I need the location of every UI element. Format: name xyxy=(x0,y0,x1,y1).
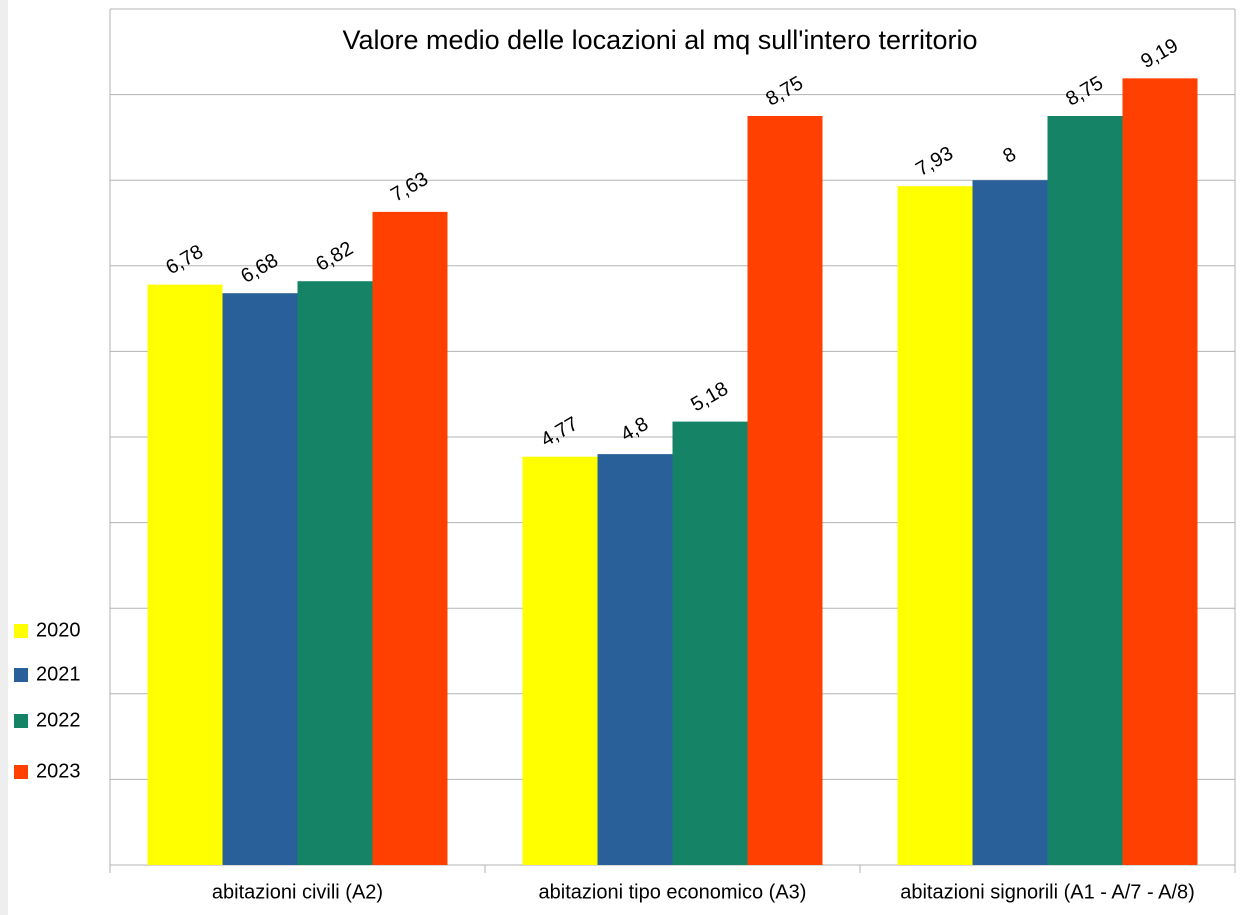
bar xyxy=(297,281,373,865)
bar xyxy=(1047,116,1123,865)
legend-swatch xyxy=(14,668,28,682)
bar xyxy=(147,284,223,866)
legend-swatch xyxy=(14,624,28,638)
data-label: 4,8 xyxy=(617,413,652,446)
bar xyxy=(372,211,448,865)
side-strip xyxy=(0,0,8,915)
bar xyxy=(672,421,748,865)
data-label: 9,19 xyxy=(1137,34,1182,73)
legend-label: 2023 xyxy=(36,760,81,782)
bar xyxy=(747,116,823,865)
legend-swatch xyxy=(14,765,28,779)
data-label: 5,18 xyxy=(687,378,732,417)
legend-label: 2022 xyxy=(36,709,81,731)
data-label: 7,63 xyxy=(387,168,432,207)
bar xyxy=(972,180,1048,865)
data-label: 8,75 xyxy=(1062,72,1107,111)
data-label: 6,78 xyxy=(162,241,207,280)
bar xyxy=(1122,78,1198,865)
x-tick-label: abitazioni signorili (A1 - A/7 - A/8) xyxy=(900,881,1195,903)
legend-label: 2021 xyxy=(36,663,81,685)
x-tick-label: abitazioni tipo economico (A3) xyxy=(539,881,807,903)
bar xyxy=(597,454,673,865)
data-label: 6,82 xyxy=(312,237,357,276)
data-label: 6,68 xyxy=(237,249,282,288)
legend-label: 2020 xyxy=(36,619,81,641)
data-label: 4,77 xyxy=(537,413,582,452)
legend-swatch xyxy=(14,714,28,728)
bar xyxy=(522,456,598,865)
bar xyxy=(222,293,298,865)
data-label: 8 xyxy=(999,143,1020,168)
data-label: 8,75 xyxy=(762,72,807,111)
bar xyxy=(897,186,973,865)
data-label: 7,93 xyxy=(912,142,957,181)
chart-title: Valore medio delle locazioni al mq sull'… xyxy=(343,25,978,55)
x-tick-label: abitazioni civili (A2) xyxy=(212,881,383,903)
